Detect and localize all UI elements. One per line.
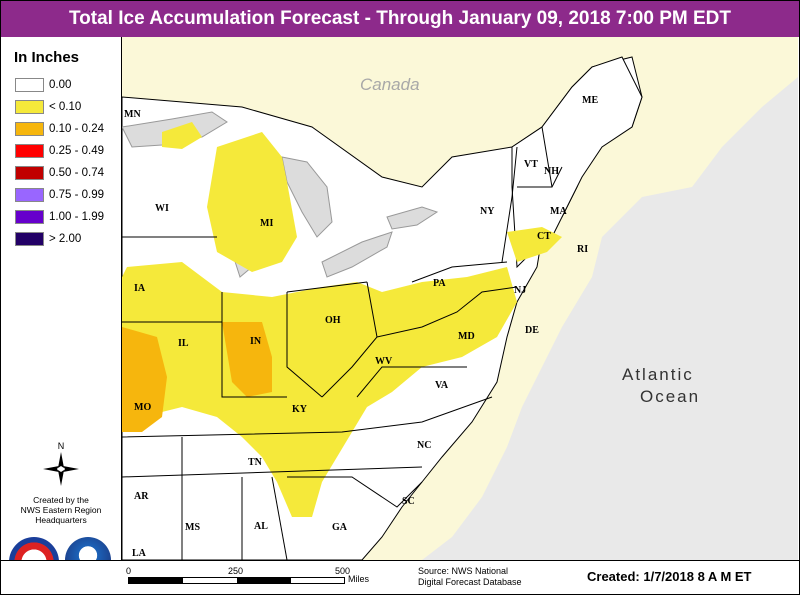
legend-label: 0.75 - 0.99 xyxy=(49,189,104,201)
legend-swatch xyxy=(15,78,44,92)
state-label: IN xyxy=(250,336,262,347)
state-label: VA xyxy=(435,380,449,391)
lake-erie xyxy=(321,231,393,278)
legend-label: 0.50 - 0.74 xyxy=(49,167,104,179)
legend-swatch xyxy=(15,166,44,180)
region-label-ocean: Ocean xyxy=(640,387,700,406)
ice-zone-lt-010-michigan xyxy=(207,132,297,272)
map-area: Canada Atlantic Ocean MN WI MI IA IL IN … xyxy=(122,37,798,560)
credit-line: Created by the NWS Eastern Region Headquar… xyxy=(1,495,121,525)
legend-item: 0.50 - 0.74 xyxy=(15,165,104,181)
state-label: MD xyxy=(458,331,475,342)
ice-zone-lt-010 xyxy=(122,262,517,517)
legend-item: 0.10 - 0.24 xyxy=(15,121,104,137)
legend-title: In Inches xyxy=(14,49,80,66)
state-label: VT xyxy=(524,159,538,170)
state-label: MS xyxy=(185,522,200,533)
ice-zone-lt-010-coast xyxy=(507,227,562,262)
credit-line: Created by the xyxy=(33,495,89,505)
state-label: NH xyxy=(544,166,559,177)
credit-text: Created by the NWS Eastern Region Headquar… xyxy=(1,495,121,525)
scale-tick: 0 xyxy=(126,566,132,576)
legend-item: 0.75 - 0.99 xyxy=(15,187,104,203)
legend-swatch xyxy=(15,210,44,224)
state-label: IA xyxy=(134,283,146,294)
scale-segment xyxy=(129,578,183,583)
legend-label: 1.00 - 1.99 xyxy=(49,211,104,223)
legend-item: 0.00 xyxy=(15,77,71,93)
scale-units: Miles xyxy=(348,574,370,584)
legend-swatch xyxy=(15,100,44,114)
lake-huron xyxy=(281,156,333,238)
credit-line: NWS Eastern Region xyxy=(20,505,102,515)
source-text: Source: NWS National Digital Forecast Dat… xyxy=(418,566,522,588)
map-canvas: Canada Atlantic Ocean MN WI MI IA IL IN … xyxy=(122,37,798,560)
new-england-land xyxy=(511,56,643,269)
source-line: Digital Forecast Database xyxy=(418,577,522,587)
legend-label: 0.00 xyxy=(49,79,72,91)
state-label: AR xyxy=(134,491,149,502)
legend-swatch xyxy=(15,188,44,202)
state-label: LA xyxy=(132,548,147,559)
created-timestamp: Created: 1/7/2018 8 A M ET xyxy=(587,569,752,584)
scale-bar xyxy=(128,577,345,584)
state-label: NC xyxy=(417,440,431,451)
legend-swatch xyxy=(15,122,44,136)
state-label: PA xyxy=(433,278,446,289)
state-label: GA xyxy=(332,522,348,533)
state-label: WV xyxy=(375,356,393,367)
state-label: TN xyxy=(248,457,263,468)
legend-swatch xyxy=(15,144,44,158)
atlantic-ocean xyxy=(422,77,798,560)
state-label: MA xyxy=(550,206,567,217)
legend-item: 1.00 - 1.99 xyxy=(15,209,104,225)
state-label: AL xyxy=(254,521,268,532)
state-label: IL xyxy=(178,338,189,349)
state-label: KY xyxy=(292,404,308,415)
scale-tick: 500 xyxy=(335,566,351,576)
legend-label: 0.10 - 0.24 xyxy=(49,123,104,135)
legend-item: < 0.10 xyxy=(15,99,81,115)
legend-swatch xyxy=(15,232,44,246)
state-label: MI xyxy=(260,218,273,229)
legend-panel: In Inches 0.00 < 0.10 0.10 - 0.24 0.25 -… xyxy=(1,37,122,587)
state-label: SC xyxy=(402,496,415,507)
state-label: OH xyxy=(325,315,341,326)
legend-item: 0.25 - 0.49 xyxy=(15,143,104,159)
state-label: CT xyxy=(537,231,551,242)
credit-line: Headquarters xyxy=(35,515,87,525)
region-label-atlantic: Atlantic xyxy=(622,365,694,384)
legend-label: 0.25 - 0.49 xyxy=(49,145,104,157)
compass-north-label: N xyxy=(58,441,65,451)
ice-zone-010-024-mo xyxy=(122,327,167,432)
ice-zone-010-024-in xyxy=(222,322,272,397)
state-borders xyxy=(122,126,563,560)
state-label: NJ xyxy=(514,285,526,296)
scale-segment xyxy=(237,578,291,583)
state-label: MO xyxy=(134,402,151,413)
state-label: NY xyxy=(480,206,495,217)
compass-rose-icon: N xyxy=(43,441,79,486)
legend-label: > 2.00 xyxy=(49,233,82,245)
scale-tick: 250 xyxy=(228,566,244,576)
map-title: Total Ice Accumulation Forecast - Throug… xyxy=(1,1,799,37)
source-line: Source: NWS National xyxy=(418,566,509,576)
state-label: DE xyxy=(525,325,539,336)
lake-ontario xyxy=(386,206,439,230)
ice-zone-lt-010-up xyxy=(162,122,202,149)
region-label-canada: Canada xyxy=(360,75,420,94)
state-label: ME xyxy=(582,95,598,106)
state-label: RI xyxy=(577,244,588,255)
legend-label: < 0.10 xyxy=(49,101,82,113)
legend-item: > 2.00 xyxy=(15,231,81,247)
state-label: WI xyxy=(155,203,169,214)
state-label: MN xyxy=(124,109,141,120)
